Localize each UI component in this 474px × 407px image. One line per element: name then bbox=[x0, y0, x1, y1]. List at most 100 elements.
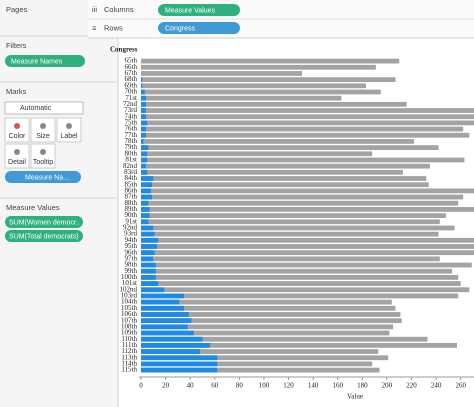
x-tick-label: 120 bbox=[283, 382, 294, 390]
bar bbox=[141, 207, 150, 212]
x-tick-label: 140 bbox=[308, 382, 319, 390]
row-label: 70th bbox=[125, 88, 138, 96]
mark-type-dropdown[interactable] bbox=[4, 101, 84, 115]
measure-pill-text[interactable]: SUM(Women democr.. bbox=[9, 219, 80, 226]
bar bbox=[141, 163, 430, 169]
row-label: 109th bbox=[121, 329, 137, 337]
bar bbox=[141, 101, 146, 107]
bar bbox=[141, 120, 148, 126]
mark-button-label[interactable]: Label bbox=[60, 133, 78, 140]
mark-button-icon[interactable] bbox=[66, 123, 72, 129]
mark-button-label[interactable]: Color bbox=[9, 133, 26, 140]
bar bbox=[141, 213, 150, 218]
x-tick-label: 60 bbox=[211, 382, 219, 390]
row-label: 80th bbox=[125, 149, 138, 157]
columns-pill-text[interactable]: Measure Values bbox=[165, 7, 216, 14]
row-label: 110th bbox=[121, 335, 137, 343]
row-label: 74th bbox=[125, 112, 138, 120]
row-label: 69th bbox=[125, 81, 138, 89]
bar bbox=[141, 157, 465, 163]
measure-values-header: Measure Values bbox=[6, 203, 60, 212]
pages-header: Pages bbox=[6, 5, 28, 14]
bar bbox=[141, 330, 390, 336]
bar bbox=[141, 89, 145, 95]
row-label: 73rd bbox=[124, 106, 137, 114]
row-label: 104th bbox=[121, 298, 137, 306]
bar bbox=[141, 305, 396, 311]
row-label: 65th bbox=[125, 57, 138, 65]
bar bbox=[141, 126, 146, 132]
bar bbox=[141, 349, 379, 354]
row-label: 100th bbox=[121, 273, 137, 281]
measure-pill[interactable] bbox=[5, 230, 83, 242]
filter-pill-text[interactable]: Measure Names bbox=[11, 58, 63, 65]
bar bbox=[141, 281, 159, 286]
row-label: 107th bbox=[121, 316, 137, 324]
x-tick-label: 240 bbox=[431, 382, 442, 390]
columns-pill[interactable] bbox=[158, 4, 240, 16]
row-label: 102nd bbox=[120, 285, 138, 293]
x-tick-label: 260 bbox=[455, 382, 466, 390]
mark-button-label[interactable]: Tooltip bbox=[33, 159, 53, 166]
bar bbox=[141, 299, 180, 305]
bar bbox=[141, 194, 464, 200]
bar bbox=[141, 318, 192, 324]
mark-button[interactable] bbox=[4, 117, 30, 143]
bar bbox=[141, 312, 401, 317]
row-label: 71st bbox=[125, 94, 137, 102]
marks-pill[interactable] bbox=[5, 171, 81, 183]
mark-type[interactable]: Automatic bbox=[20, 105, 52, 112]
bar bbox=[141, 293, 185, 299]
bar bbox=[141, 114, 146, 120]
bar bbox=[141, 77, 143, 83]
row-label: 106th bbox=[121, 310, 137, 318]
bar bbox=[141, 139, 414, 144]
bar bbox=[141, 169, 148, 175]
mark-button[interactable] bbox=[30, 117, 56, 143]
bar bbox=[141, 237, 474, 243]
bar bbox=[141, 336, 203, 342]
measure-pill-text[interactable]: SUM(Total democrats) bbox=[9, 233, 79, 240]
mark-button-label[interactable]: Detail bbox=[8, 159, 26, 166]
bar bbox=[141, 194, 153, 200]
row-label: 98th bbox=[125, 261, 138, 269]
mark-button-icon[interactable] bbox=[14, 149, 20, 155]
mark-button-icon[interactable] bbox=[40, 123, 46, 129]
row-label: 85th bbox=[125, 180, 138, 188]
row-label: 86th bbox=[125, 186, 138, 194]
rows-pill[interactable] bbox=[158, 22, 240, 34]
bar bbox=[141, 132, 470, 138]
mark-button-icon[interactable] bbox=[14, 123, 20, 129]
filter-pill[interactable] bbox=[5, 55, 85, 67]
marks-header: Marks bbox=[6, 87, 27, 96]
bar bbox=[141, 262, 472, 268]
row-label: 75th bbox=[125, 118, 138, 126]
bar bbox=[141, 225, 455, 231]
rows-pill-text[interactable]: Congress bbox=[165, 25, 195, 32]
mark-button[interactable] bbox=[4, 143, 30, 169]
row-label: 94th bbox=[125, 236, 138, 244]
x-tick-label: 0 bbox=[139, 382, 143, 390]
bar bbox=[141, 312, 189, 317]
mark-button-label[interactable]: Size bbox=[36, 133, 50, 140]
bar bbox=[141, 108, 146, 113]
row-label: 81st bbox=[125, 156, 137, 164]
row-label: 78th bbox=[125, 137, 138, 145]
row-label: 90th bbox=[125, 211, 138, 219]
row-label: 112th bbox=[121, 347, 137, 355]
bar bbox=[141, 342, 210, 348]
row-label: 115th bbox=[121, 366, 137, 374]
bar bbox=[141, 83, 367, 89]
row-label: 113th bbox=[121, 353, 137, 361]
bar bbox=[141, 58, 400, 64]
measure-pill[interactable] bbox=[5, 216, 83, 228]
mark-button[interactable] bbox=[56, 117, 82, 143]
row-label: 67th bbox=[125, 69, 138, 77]
marks-pill-text[interactable]: Measure Na... bbox=[25, 174, 69, 181]
bar bbox=[141, 219, 149, 225]
mark-button-icon[interactable] bbox=[40, 149, 46, 155]
bar bbox=[141, 262, 156, 268]
bar bbox=[141, 200, 459, 206]
mark-button[interactable] bbox=[30, 143, 56, 169]
bar bbox=[141, 231, 155, 237]
